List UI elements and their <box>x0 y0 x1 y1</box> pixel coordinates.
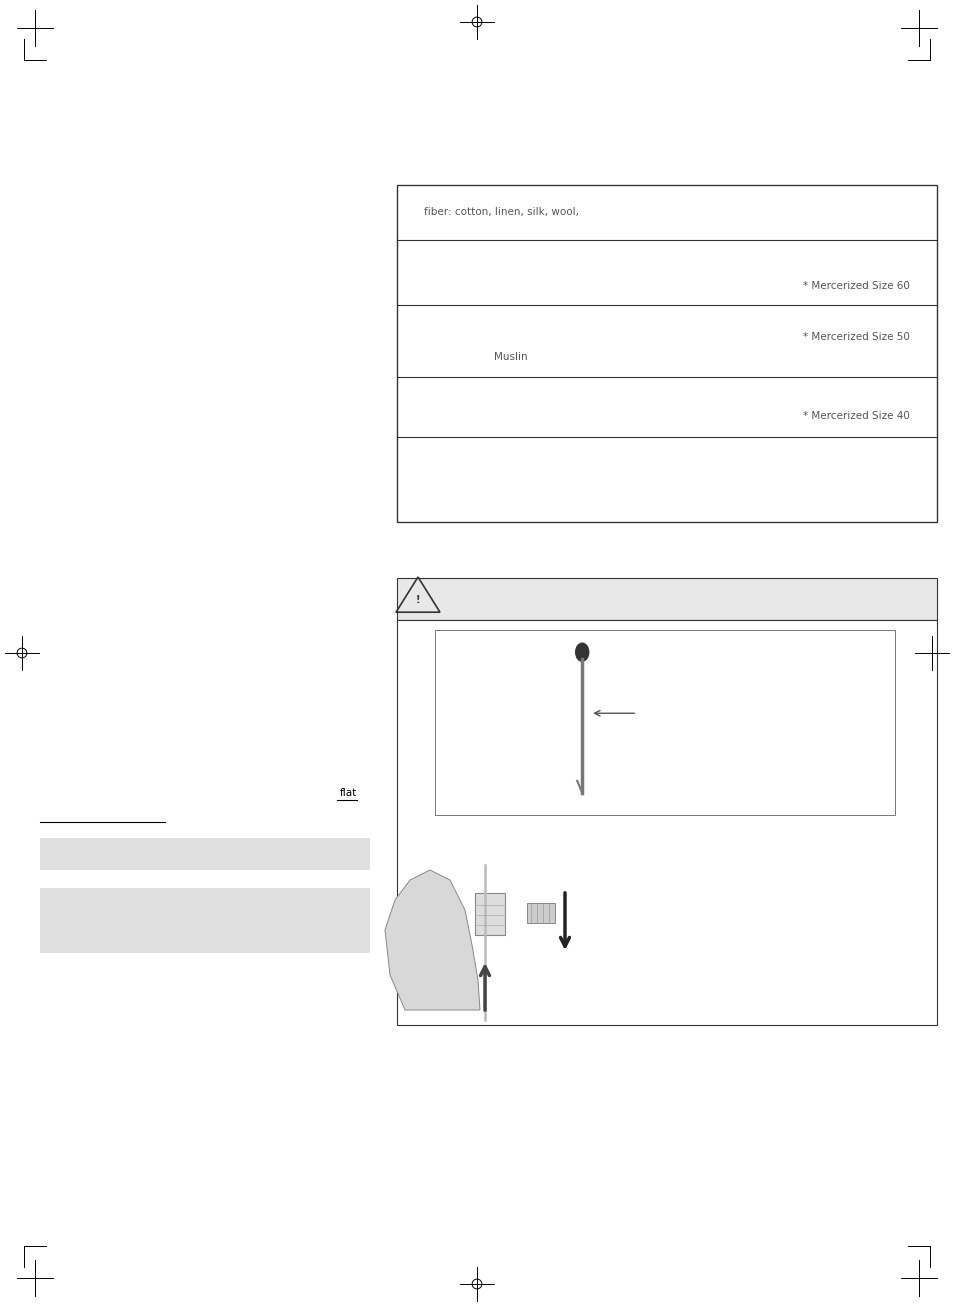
Bar <box>435 629 894 815</box>
Bar <box>396 185 936 522</box>
Bar <box>396 579 936 620</box>
Ellipse shape <box>575 643 588 661</box>
Bar <box>40 838 370 870</box>
Bar <box>526 902 555 923</box>
Polygon shape <box>385 870 479 1010</box>
Text: fiber: cotton, linen, silk, wool,: fiber: cotton, linen, silk, wool, <box>423 208 578 218</box>
Text: * Mercerized Size 60: * Mercerized Size 60 <box>802 281 909 290</box>
Bar <box>475 893 504 935</box>
Bar <box>396 620 936 1025</box>
Text: !: ! <box>416 596 420 605</box>
Bar <box>40 888 370 953</box>
Text: flat: flat <box>339 788 356 798</box>
Text: * Mercerized Size 40: * Mercerized Size 40 <box>802 411 909 421</box>
Text: * Mercerized Size 50: * Mercerized Size 50 <box>802 333 909 342</box>
Text: Muslin: Muslin <box>494 351 527 362</box>
